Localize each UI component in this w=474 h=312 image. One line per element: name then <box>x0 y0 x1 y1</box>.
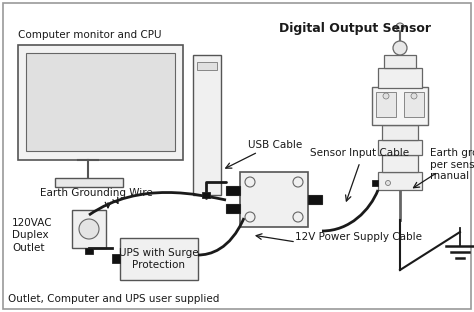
Text: UPS with Surge
Protection: UPS with Surge Protection <box>119 248 199 270</box>
FancyBboxPatch shape <box>226 186 240 195</box>
FancyBboxPatch shape <box>18 45 183 160</box>
FancyBboxPatch shape <box>376 92 396 117</box>
Text: Sensor Input Cable: Sensor Input Cable <box>310 148 409 158</box>
FancyBboxPatch shape <box>378 68 422 88</box>
FancyBboxPatch shape <box>382 155 418 172</box>
Text: 12V Power Supply Cable: 12V Power Supply Cable <box>295 232 422 242</box>
Text: Computer monitor and CPU: Computer monitor and CPU <box>18 30 162 40</box>
FancyBboxPatch shape <box>382 125 418 140</box>
Circle shape <box>396 23 404 31</box>
Text: Outlet, Computer and UPS user supplied: Outlet, Computer and UPS user supplied <box>8 294 219 304</box>
FancyBboxPatch shape <box>372 87 428 125</box>
FancyBboxPatch shape <box>240 172 308 227</box>
Text: Earth Grounding Wire: Earth Grounding Wire <box>40 188 153 198</box>
Text: 120VAC
Duplex
Outlet: 120VAC Duplex Outlet <box>12 218 53 253</box>
FancyBboxPatch shape <box>26 53 175 151</box>
FancyBboxPatch shape <box>72 210 106 248</box>
Circle shape <box>383 93 389 99</box>
Text: Digital Output Sensor: Digital Output Sensor <box>279 22 431 35</box>
FancyBboxPatch shape <box>120 238 198 280</box>
FancyBboxPatch shape <box>308 195 322 204</box>
Text: Earth ground
per sensor
manual: Earth ground per sensor manual <box>430 148 474 181</box>
Circle shape <box>385 181 391 186</box>
FancyBboxPatch shape <box>378 172 422 190</box>
Circle shape <box>411 93 417 99</box>
Circle shape <box>79 219 99 239</box>
Circle shape <box>293 212 303 222</box>
FancyBboxPatch shape <box>226 204 240 213</box>
FancyBboxPatch shape <box>193 55 221 195</box>
Circle shape <box>245 212 255 222</box>
Text: USB Cable: USB Cable <box>248 140 302 150</box>
FancyBboxPatch shape <box>378 140 422 155</box>
Circle shape <box>393 41 407 55</box>
Circle shape <box>245 177 255 187</box>
FancyBboxPatch shape <box>404 92 424 117</box>
FancyBboxPatch shape <box>384 55 416 68</box>
Circle shape <box>293 177 303 187</box>
FancyBboxPatch shape <box>85 248 93 254</box>
FancyBboxPatch shape <box>55 178 123 187</box>
FancyBboxPatch shape <box>372 180 378 186</box>
FancyBboxPatch shape <box>202 192 210 198</box>
FancyBboxPatch shape <box>112 254 120 263</box>
FancyBboxPatch shape <box>197 62 217 70</box>
